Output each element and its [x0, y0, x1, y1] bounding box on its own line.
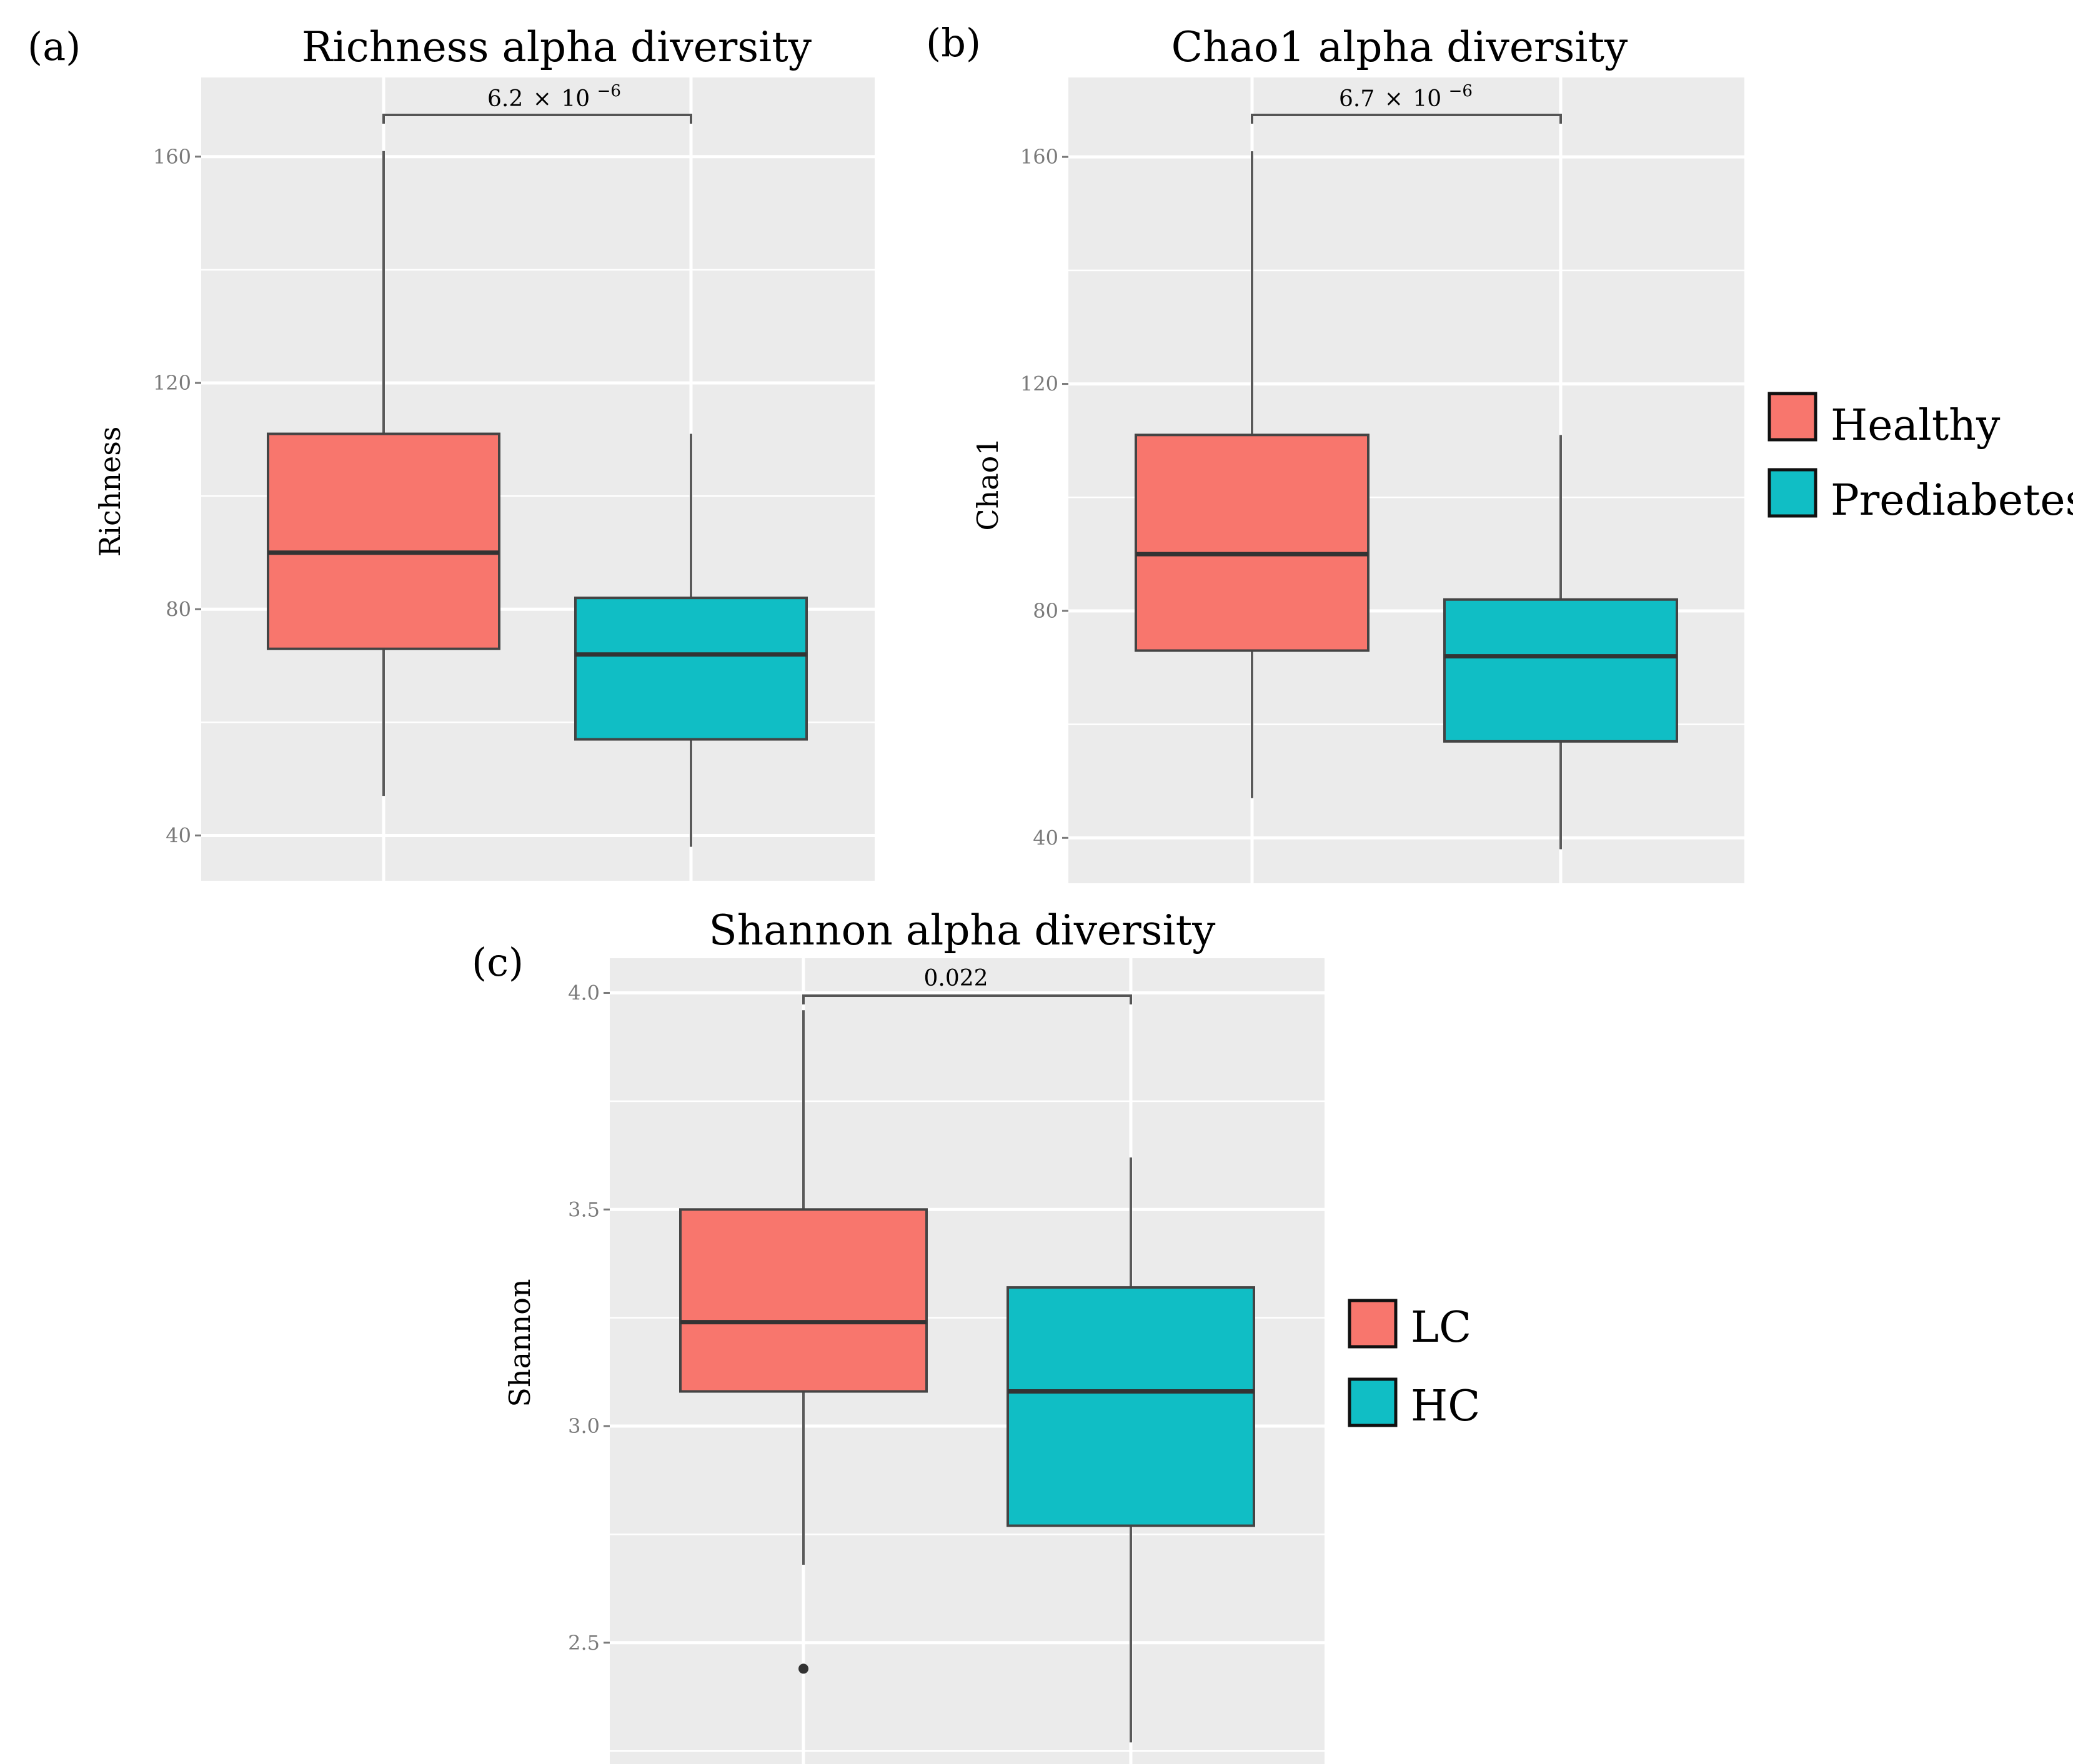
- panel-c-bracket-line: [802, 994, 1132, 1004]
- legend-swatch-healthy: [1767, 392, 1817, 442]
- panel-a-richness: (a) Richness alpha diversity 4080120160 …: [27, 23, 875, 881]
- panel-b-p-base: 10: [1413, 86, 1441, 112]
- panel-b-p-times: ×: [1384, 86, 1403, 112]
- panel-c-boxes: [679, 1010, 1255, 1743]
- panel-b-label: (b): [926, 20, 981, 66]
- panel-a-boxes: [267, 151, 808, 847]
- panel-c-p-value: 0.022: [923, 966, 988, 991]
- panel-b-boxes: [1135, 151, 1678, 850]
- panel-c-title: Shannon alpha diversity: [709, 906, 1216, 954]
- panel-b-y-ticks: 40 80 120 160: [1020, 145, 1068, 850]
- iqr-box: [1135, 434, 1370, 652]
- box-healthy: [1135, 151, 1370, 798]
- legend-swatch-hc: [1348, 1377, 1398, 1427]
- panel-a-y-axis-label: Richness: [93, 427, 127, 557]
- box-prediabetes: [574, 434, 808, 847]
- y-tick-label: 40: [166, 824, 191, 848]
- panel-c-shannon: (c) Shannon alpha diversity 2.5 3.0 3.5 4.0…: [472, 906, 1480, 1764]
- panel-a-p-exponent: −6: [597, 82, 621, 101]
- y-tick-label: 160: [153, 145, 191, 169]
- panel-c-label: (c): [472, 939, 524, 985]
- iqr-box: [1007, 1286, 1255, 1527]
- y-tick-label: 3.5: [568, 1197, 600, 1221]
- panel-b-p-value: 6.7 × 10 −6: [1339, 82, 1473, 112]
- y-tick-label: 2.5: [568, 1631, 600, 1655]
- legend-label-hc: HC: [1411, 1382, 1480, 1431]
- y-tick-label: 3.0: [568, 1414, 600, 1438]
- panel-a-title: Richness alpha diversity: [302, 23, 812, 71]
- legend-label-prediabetes: Prediabetes: [1831, 476, 2073, 525]
- box-prediabetes: [1443, 435, 1678, 850]
- iqr-box: [574, 597, 808, 741]
- panel-b-comparison-bracket: 6.7 × 10 −6: [1251, 82, 1562, 124]
- panel-b-p-exponent: −6: [1449, 82, 1473, 101]
- y-tick-label: 4.0: [568, 981, 600, 1004]
- panel-b-bracket-line: [1251, 114, 1562, 124]
- legend-groups-c: LC HC: [1348, 1299, 1480, 1431]
- panel-a-y-ticks: 40 80 120 160: [153, 145, 201, 848]
- panel-c-comparison-bracket: 0.022: [802, 966, 1132, 1004]
- panel-a-p-times: ×: [533, 86, 552, 112]
- legend-swatch-lc: [1348, 1299, 1398, 1349]
- panel-a-p-base: 10: [561, 86, 590, 112]
- box-healthy: [267, 151, 500, 796]
- legend-label-healthy: Healthy: [1831, 401, 2001, 450]
- iqr-box: [679, 1208, 928, 1393]
- iqr-box: [267, 432, 500, 650]
- panel-c-y-ticks: 2.5 3.0 3.5 4.0: [568, 981, 610, 1655]
- y-tick-label: 120: [1020, 372, 1058, 396]
- y-tick-label: 160: [1020, 145, 1058, 169]
- legend-label-lc: LC: [1411, 1303, 1471, 1352]
- outlier-point: [798, 1663, 808, 1674]
- panel-a-p-mantissa: 6.2: [487, 86, 523, 112]
- panel-a-p-value: 6.2 × 10 −6: [487, 82, 621, 112]
- y-tick-label: 40: [1033, 826, 1058, 850]
- box-hc: [1007, 1157, 1255, 1743]
- box-lc: [679, 1010, 928, 1674]
- panel-c-y-axis-label: Shannon: [503, 1279, 537, 1407]
- panel-b-chao1: (b) Chao1 alpha diversity 40 80 120 160 6.7…: [926, 20, 2073, 883]
- y-tick-label: 80: [1033, 599, 1058, 623]
- panel-a-bracket-line: [382, 114, 692, 124]
- y-tick-label: 80: [166, 597, 191, 621]
- y-tick-label: 120: [153, 371, 191, 395]
- panel-a-label: (a): [27, 24, 81, 69]
- legend-groups-ab: Healthy Prediabetes: [1767, 392, 2073, 525]
- panel-b-title: Chao1 alpha diversity: [1171, 23, 1628, 71]
- panel-a-comparison-bracket: 6.2 × 10 −6: [382, 82, 692, 124]
- panel-b-p-mantissa: 6.7: [1339, 86, 1375, 112]
- panel-b-y-axis-label: Chao1: [971, 437, 1005, 530]
- iqr-box: [1443, 598, 1678, 743]
- legend-swatch-prediabetes: [1767, 468, 1817, 518]
